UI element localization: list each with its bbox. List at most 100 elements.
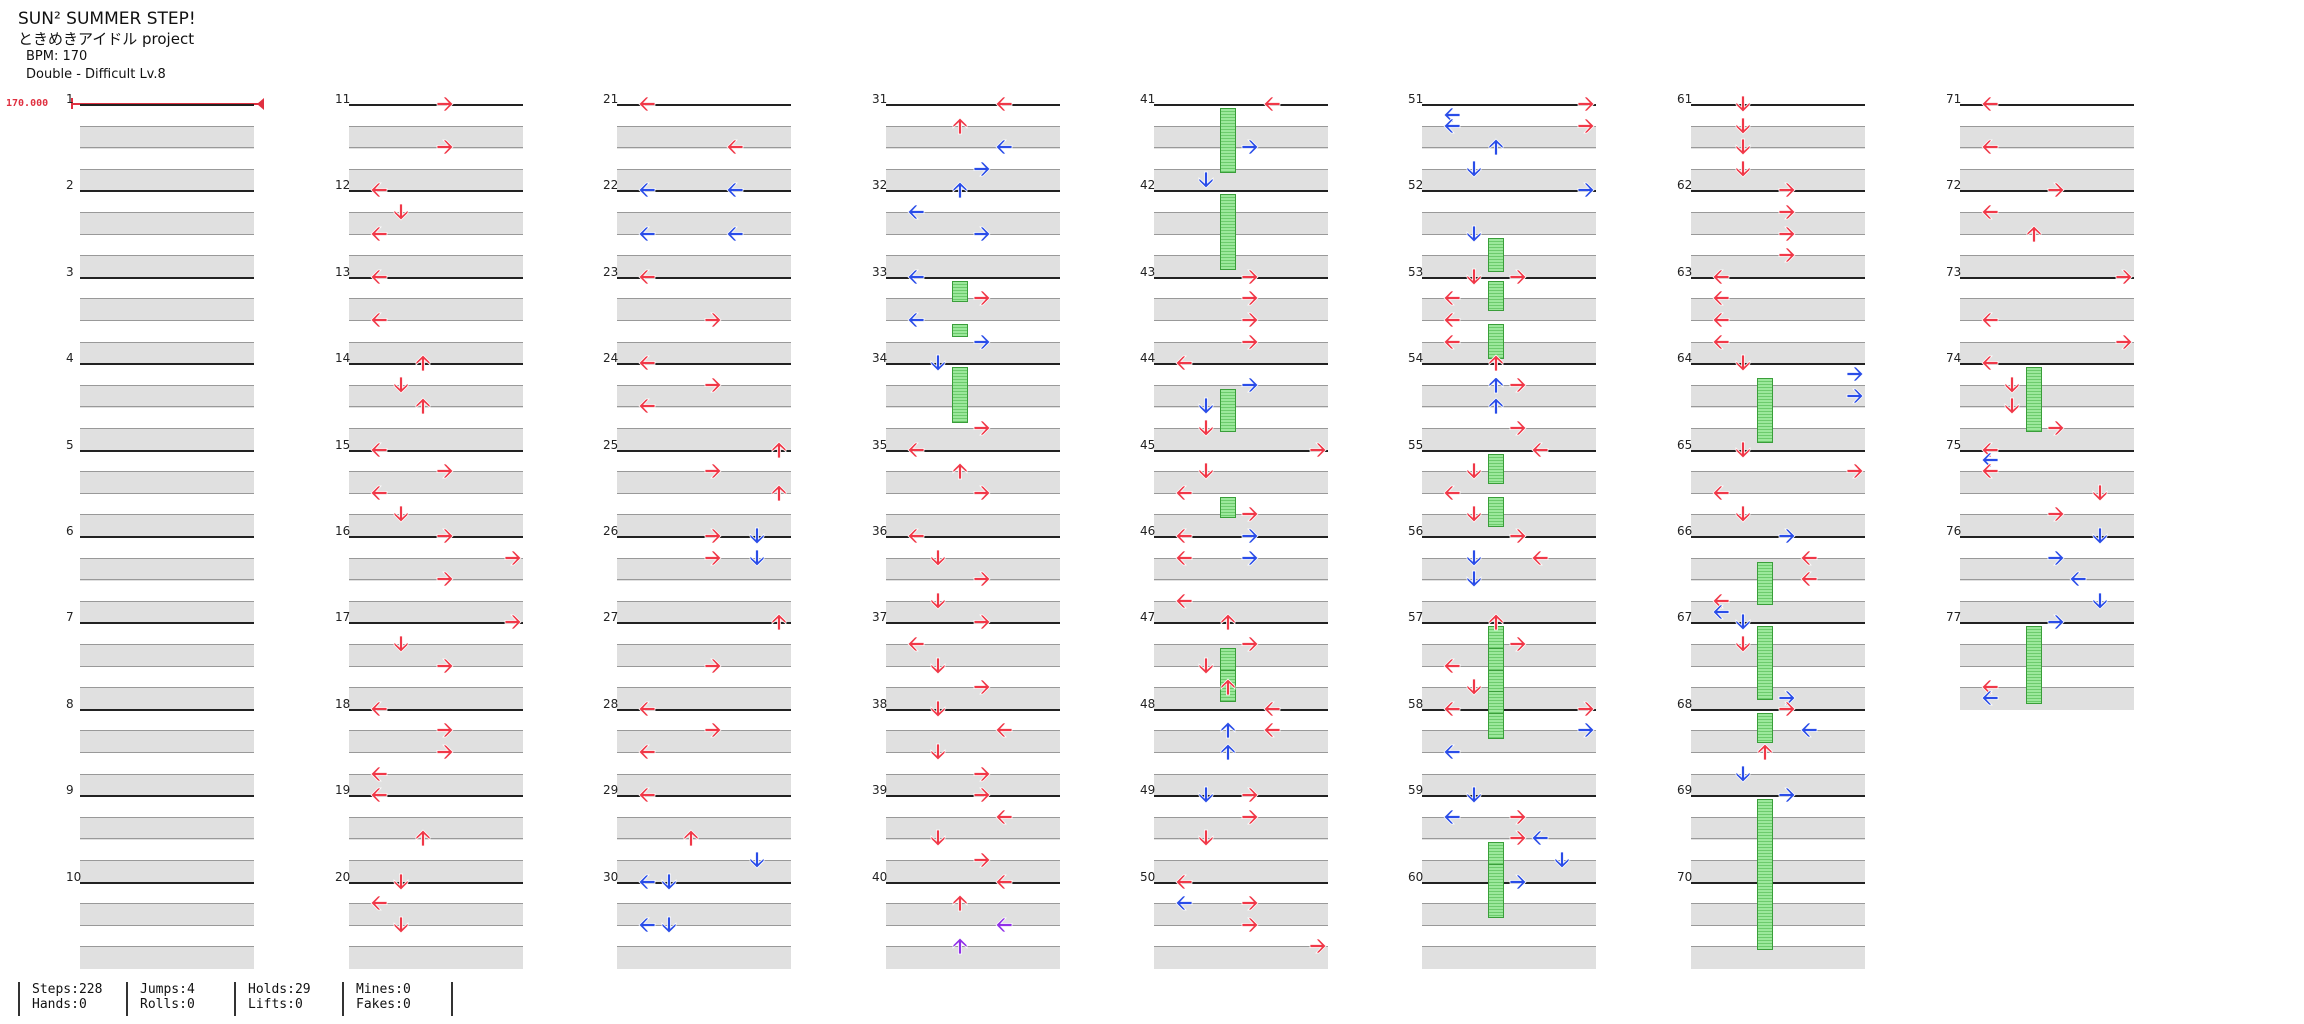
arrow-note	[994, 137, 1014, 157]
beat-row	[1422, 730, 1596, 754]
beat-row	[349, 384, 523, 408]
stat-group-jumps: Jumps:4 Rolls:0	[126, 982, 195, 1016]
measure-number: 14	[335, 351, 351, 366]
arrow-note	[391, 872, 411, 892]
beat-row	[886, 190, 1060, 214]
beat-row	[80, 233, 254, 257]
beat-row	[886, 946, 1060, 970]
beat-row	[80, 665, 254, 689]
beat-row	[1960, 255, 2134, 279]
arrow-note	[747, 526, 767, 546]
measure-number: 54	[1408, 351, 1424, 366]
beat-row	[349, 298, 523, 322]
beat-row	[1422, 881, 1596, 906]
measure-number: 44	[1140, 351, 1156, 366]
measure-number: 74	[1946, 351, 1962, 366]
beat-row	[1691, 428, 1865, 451]
stat-group-steps: Steps:228 Hands:0	[18, 982, 102, 1016]
arrow-note	[1464, 504, 1484, 524]
beat-row	[617, 341, 791, 365]
arrow-note	[391, 504, 411, 524]
arrow-note	[2046, 418, 2066, 438]
arrow-note	[637, 915, 657, 935]
beat-row	[1691, 924, 1865, 948]
arrow-note	[725, 137, 745, 157]
stat-mines: Mines:0	[356, 982, 411, 997]
arrow-note	[1486, 137, 1506, 157]
beat-row	[80, 860, 254, 883]
beat-row	[349, 644, 523, 667]
arrow-note	[769, 612, 789, 632]
beat-row	[1422, 622, 1596, 646]
beat-row	[1960, 622, 2134, 646]
measure-number: 48	[1140, 696, 1156, 711]
beat-row	[617, 428, 791, 451]
beat-row	[1960, 190, 2134, 214]
arrow-note	[1240, 634, 1260, 654]
beat-row	[349, 536, 523, 560]
arrow-note	[950, 461, 970, 481]
beat-row	[1422, 795, 1596, 819]
arrow-note	[369, 893, 389, 913]
arrow-note	[1174, 591, 1194, 611]
arrow-note	[1508, 526, 1528, 546]
arrow-note	[659, 915, 679, 935]
beat-row	[1422, 708, 1596, 733]
arrow-note	[1196, 785, 1216, 805]
arrow-note	[1711, 332, 1731, 352]
beat-row	[349, 557, 523, 581]
measure-number: 11	[335, 92, 351, 106]
beat-row	[1422, 320, 1596, 343]
beat-row	[1691, 687, 1865, 711]
beat-row	[1154, 924, 1328, 948]
beat-row	[617, 752, 791, 775]
stat-hands: Hands:0	[32, 997, 87, 1012]
measure-number: 53	[1408, 264, 1424, 279]
beat-row	[80, 255, 254, 279]
measure-number: 37	[872, 610, 888, 625]
beat-row	[1960, 104, 2134, 128]
beat-row	[886, 816, 1060, 840]
measure-number: 38	[872, 696, 888, 711]
beat-row	[1154, 125, 1328, 149]
arrow-note	[972, 418, 992, 438]
measure-number: 18	[335, 696, 351, 711]
beat-row	[1691, 514, 1865, 538]
beat-row	[1422, 471, 1596, 495]
arrow-note	[391, 915, 411, 935]
arrow-note	[1845, 364, 1865, 384]
beat-row	[1691, 168, 1865, 192]
beat-row	[1154, 773, 1328, 797]
beat-row	[80, 212, 254, 235]
beat-row	[1691, 644, 1865, 667]
arrow-note	[1508, 634, 1528, 654]
arrow-note	[1733, 504, 1753, 524]
arrow-note	[1240, 310, 1260, 330]
measure-number: 3	[66, 264, 74, 279]
beat-row	[1691, 190, 1865, 214]
arrow-note	[1777, 526, 1797, 546]
arrow-note	[972, 612, 992, 632]
measure-number: 50	[1140, 869, 1156, 884]
beat-row	[1154, 212, 1328, 235]
measure-number: 16	[335, 524, 351, 538]
arrow-note	[1442, 288, 1462, 308]
arrow-note	[1980, 202, 2000, 222]
beat-row	[1154, 557, 1328, 581]
arrow-note	[703, 720, 723, 740]
hold-note	[1757, 378, 1773, 443]
arrow-note	[1799, 720, 1819, 740]
arrow-note	[2114, 267, 2134, 287]
arrow-note	[391, 375, 411, 395]
beat-row	[617, 514, 791, 538]
measure-number: 71	[1946, 92, 1962, 106]
beat-row	[617, 255, 791, 279]
beat-row	[1154, 795, 1328, 819]
arrow-note	[747, 548, 767, 568]
arrow-note	[1442, 699, 1462, 719]
stat-fakes: Fakes:0	[356, 997, 411, 1012]
beat-row	[80, 881, 254, 906]
arrow-note	[1262, 720, 1282, 740]
arrow-note	[928, 699, 948, 719]
beat-row	[886, 233, 1060, 257]
